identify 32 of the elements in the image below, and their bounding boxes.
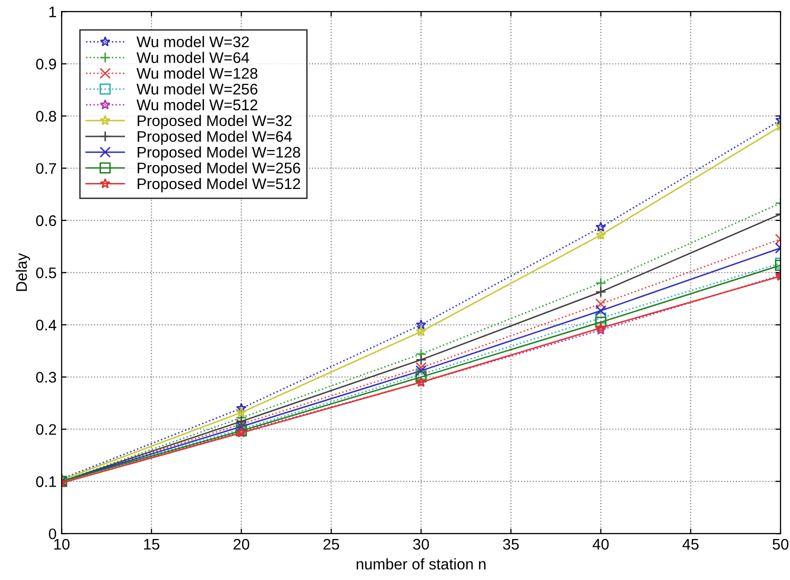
legend-label: Proposed Model W=128 — [138, 146, 300, 161]
y-tick-label: 0.8 — [36, 110, 56, 122]
legend-label: Proposed Model W=32 — [138, 114, 292, 130]
x-tick-label: 40 — [592, 538, 609, 550]
y-tick-label: 0.4 — [36, 320, 56, 330]
x-tick-label: 15 — [144, 539, 160, 550]
y-tick-label: 0.3 — [36, 372, 56, 383]
y-tick-label: 0.6 — [36, 215, 56, 226]
legend-label: Wu model W=128 — [136, 68, 258, 79]
y-tick-label: 1 — [49, 6, 56, 18]
x-tick-label: 20 — [234, 538, 250, 550]
legend-label: Wu model W=512 — [136, 99, 258, 110]
legend-label: Wu model W=256 — [136, 83, 258, 95]
legend-label: Wu model W=32 — [136, 36, 249, 48]
legend-label: Wu model W=64 — [136, 52, 250, 64]
x-tick-label: 30 — [413, 538, 429, 550]
x-axis-title: number of station n — [356, 558, 486, 570]
x-tick-label: 10 — [54, 538, 70, 550]
y-tick-label: 0.2 — [36, 424, 56, 435]
x-tick-label: 45 — [682, 539, 699, 550]
y-tick-label: 0.5 — [36, 267, 56, 278]
legend-label: Proposed Model W=512 — [138, 178, 300, 192]
y-tick-label: 0.1 — [36, 476, 56, 488]
x-tick-label: 25 — [323, 538, 340, 550]
y-tick-label: 0.9 — [36, 58, 56, 70]
x-tick-label: 35 — [503, 538, 519, 550]
legend-label: Proposed Model W=64 — [138, 130, 292, 145]
x-tick-label: 50 — [772, 538, 788, 550]
y-tick-label: 0.7 — [36, 163, 56, 174]
legend-label: Proposed Model W=256 — [138, 162, 300, 176]
y-tick-label: 0 — [48, 528, 56, 540]
y-axis-title: Delay — [16, 253, 30, 291]
